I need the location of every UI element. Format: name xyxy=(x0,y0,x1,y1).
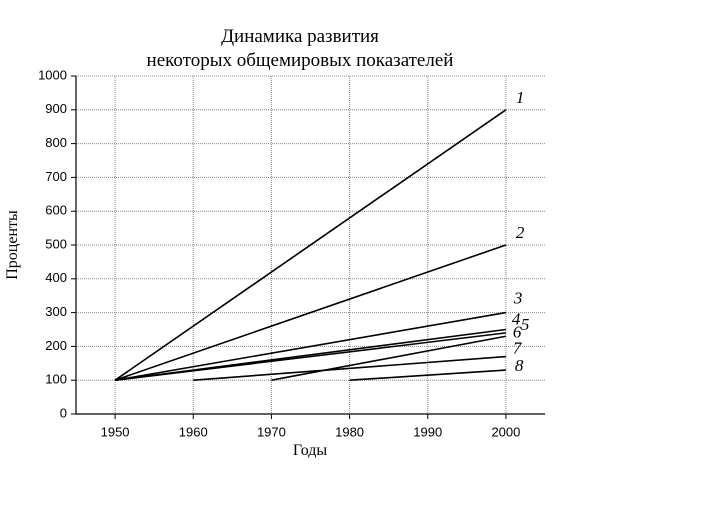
series-label: 5 xyxy=(521,315,530,334)
chart-title: некоторых общемировых показателей xyxy=(147,50,454,71)
x-tick-label: 1950 xyxy=(101,424,130,439)
series-label: 1 xyxy=(516,88,525,107)
y-tick-label: 500 xyxy=(45,236,67,251)
x-tick-label: 2000 xyxy=(491,424,520,439)
x-tick-label: 1990 xyxy=(413,424,442,439)
y-tick-label: 600 xyxy=(45,203,67,218)
series-label: 6 xyxy=(513,322,522,341)
y-tick-label: 200 xyxy=(45,338,67,353)
y-tick-label: 100 xyxy=(45,372,67,387)
series-line xyxy=(271,335,507,381)
y-tick-label: 800 xyxy=(45,135,67,150)
series-line xyxy=(114,244,507,381)
series-label: 2 xyxy=(516,223,525,242)
series-label: 8 xyxy=(515,356,524,375)
x-axis-label: Годы xyxy=(293,442,328,459)
x-tick-label: 1980 xyxy=(335,424,364,439)
y-tick-label: 1000 xyxy=(38,67,67,82)
chart-title: Динамика развития xyxy=(221,26,379,47)
y-tick-label: 0 xyxy=(60,405,67,420)
series-label: 7 xyxy=(513,339,523,358)
y-tick-label: 700 xyxy=(45,169,67,184)
series-line xyxy=(349,369,506,381)
series-line xyxy=(114,311,507,381)
y-tick-label: 400 xyxy=(45,270,67,285)
series-line xyxy=(193,355,506,381)
y-axis-label: Проценты xyxy=(4,210,21,280)
series-label: 3 xyxy=(513,289,523,308)
x-tick-label: 1970 xyxy=(257,424,286,439)
series-line xyxy=(114,332,507,381)
series-label: 4 xyxy=(512,310,521,329)
series-line xyxy=(114,109,507,381)
x-tick-label: 1960 xyxy=(179,424,208,439)
y-tick-label: 900 xyxy=(45,101,67,116)
y-tick-label: 300 xyxy=(45,304,67,319)
